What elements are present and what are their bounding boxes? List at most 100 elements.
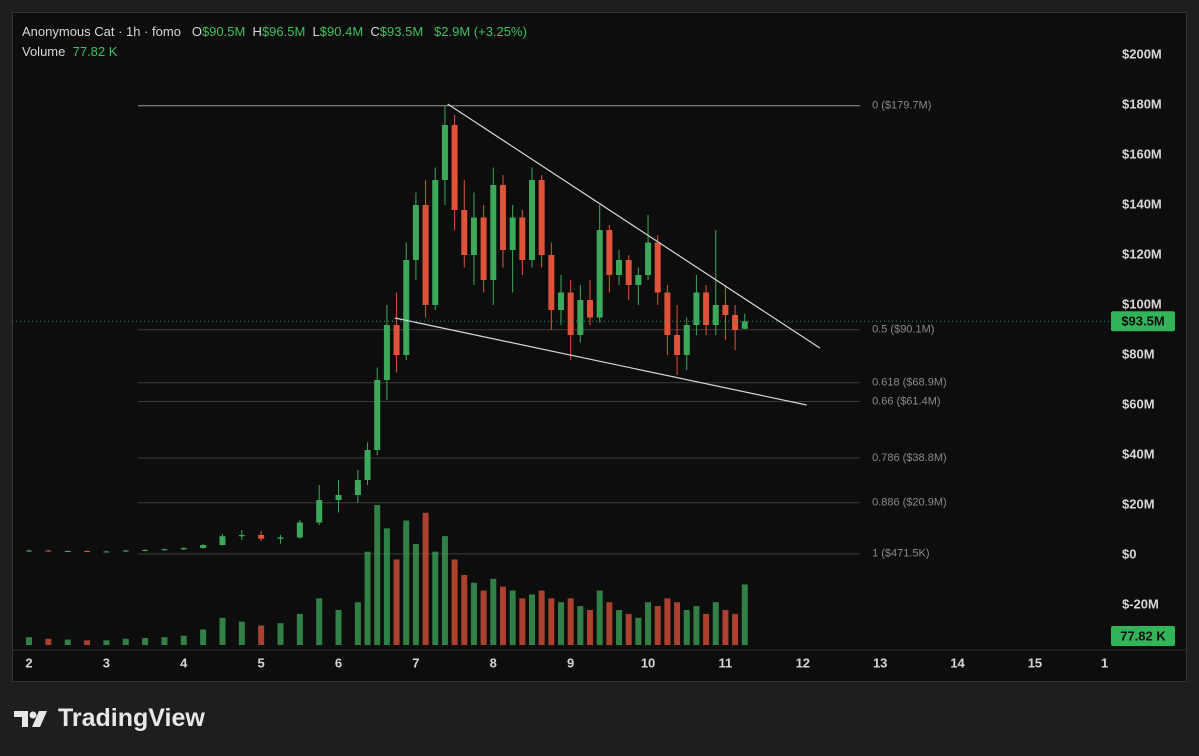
volume-bar [625, 613, 632, 645]
y-tick-label: $0 [1122, 546, 1136, 561]
candle-body [499, 185, 506, 250]
volume-bar [374, 505, 381, 645]
volume-bar [587, 610, 594, 645]
x-tick-label: 1 [1101, 655, 1108, 670]
volume-box [1111, 626, 1175, 646]
candle-body [664, 292, 671, 335]
volume-bar [616, 610, 623, 645]
last-price-label: $93.5M [1121, 314, 1164, 329]
candle-body [712, 305, 719, 325]
volume-bar [335, 610, 342, 645]
x-tick-label: 11 [719, 655, 733, 670]
volume-bar [296, 613, 303, 645]
ohlc-values: O$90.5M H$96.5M L$90.4M C$93.5M [192, 24, 431, 39]
ohlc-row: Anonymous Cat · 1h · fomo O$90.5M H$96.5… [22, 22, 527, 42]
candle-body [741, 321, 748, 329]
candle-body [509, 217, 516, 250]
volume-bar [538, 590, 545, 645]
volume-bar [499, 586, 506, 645]
candle-body [277, 537, 284, 539]
y-tick-label: $40M [1122, 446, 1155, 461]
candle-body [412, 205, 419, 260]
volume-bar [558, 602, 564, 645]
candle-body [296, 522, 303, 538]
candle-body [258, 535, 265, 539]
candle-body [470, 217, 477, 255]
candle-body [432, 180, 439, 305]
candle-body [200, 545, 207, 548]
volume-bar [316, 598, 323, 645]
candle-body [596, 230, 603, 318]
volume-bar [461, 575, 468, 645]
volume-bar [142, 638, 149, 645]
volume-bar [354, 602, 361, 645]
y-tick-label: $100M [1122, 296, 1162, 311]
volume-bar [364, 551, 371, 645]
x-tick-label: 10 [641, 655, 655, 670]
y-tick-label: $80M [1122, 346, 1155, 361]
volume-value: 77.82 K [72, 44, 118, 59]
candle-body [490, 185, 497, 280]
candle-body [635, 275, 642, 285]
volume-bar [703, 613, 710, 645]
volume-bar [258, 625, 265, 645]
candle-body [519, 217, 526, 260]
volume-bar [451, 559, 458, 645]
y-tick-label: $120M [1122, 246, 1162, 261]
candle-body [625, 260, 632, 285]
volume-bar [567, 598, 574, 645]
candle-body [528, 180, 535, 260]
candle-body [219, 536, 226, 545]
y-tick-label: $140M [1122, 196, 1162, 211]
x-tick-label: 9 [567, 655, 574, 670]
volume-bar [45, 638, 52, 645]
x-tick-label: 13 [873, 655, 887, 670]
volume-bar [470, 582, 477, 645]
tv-logo [14, 710, 47, 727]
volume-bar [161, 637, 168, 645]
volume-bar [103, 640, 110, 645]
candle-body [316, 500, 323, 523]
candle-body [26, 550, 33, 552]
last-price-box [1111, 311, 1175, 332]
volume-bar [596, 590, 603, 645]
fib-label: 0 ($179.7M) [872, 100, 931, 112]
volume-bar [180, 635, 187, 645]
candle-body [451, 125, 458, 210]
candle-body [616, 260, 623, 275]
ohlc-value: $90.4M [319, 24, 364, 39]
symbol-title: Anonymous Cat · 1h · fomo [22, 24, 181, 39]
x-tick-label: 7 [412, 655, 419, 670]
volume-bar [422, 512, 429, 645]
volume-bar [664, 598, 671, 645]
volume-bar [383, 528, 390, 645]
x-tick-label: 5 [258, 655, 265, 670]
watermark: TradingView [14, 704, 205, 733]
candle-body [558, 292, 564, 310]
volume-bar [519, 598, 526, 645]
candle-body [538, 180, 545, 255]
fib-label: 0.618 ($68.9M) [872, 377, 947, 389]
volume-bar [674, 602, 681, 645]
candle-body [577, 300, 584, 335]
y-tick-label: $20M [1122, 496, 1155, 511]
volume-bar [122, 638, 129, 645]
volume-bar [693, 606, 700, 645]
x-tick-label: 15 [1028, 655, 1042, 670]
x-tick-label: 6 [335, 655, 342, 670]
volume-title: Volume [22, 44, 66, 59]
candle-body [45, 550, 52, 552]
candle-body [674, 335, 681, 355]
fib-label: 0.786 ($38.8M) [872, 452, 947, 464]
volume-bar [219, 617, 226, 645]
chart-panel [12, 12, 1187, 682]
candle-body [64, 551, 71, 552]
volume-bar [722, 610, 729, 645]
trendline [447, 103, 821, 349]
candle-body [335, 495, 342, 500]
volume-bar [635, 617, 642, 645]
ohlc-key: L [312, 24, 320, 39]
candle-body [461, 210, 468, 255]
